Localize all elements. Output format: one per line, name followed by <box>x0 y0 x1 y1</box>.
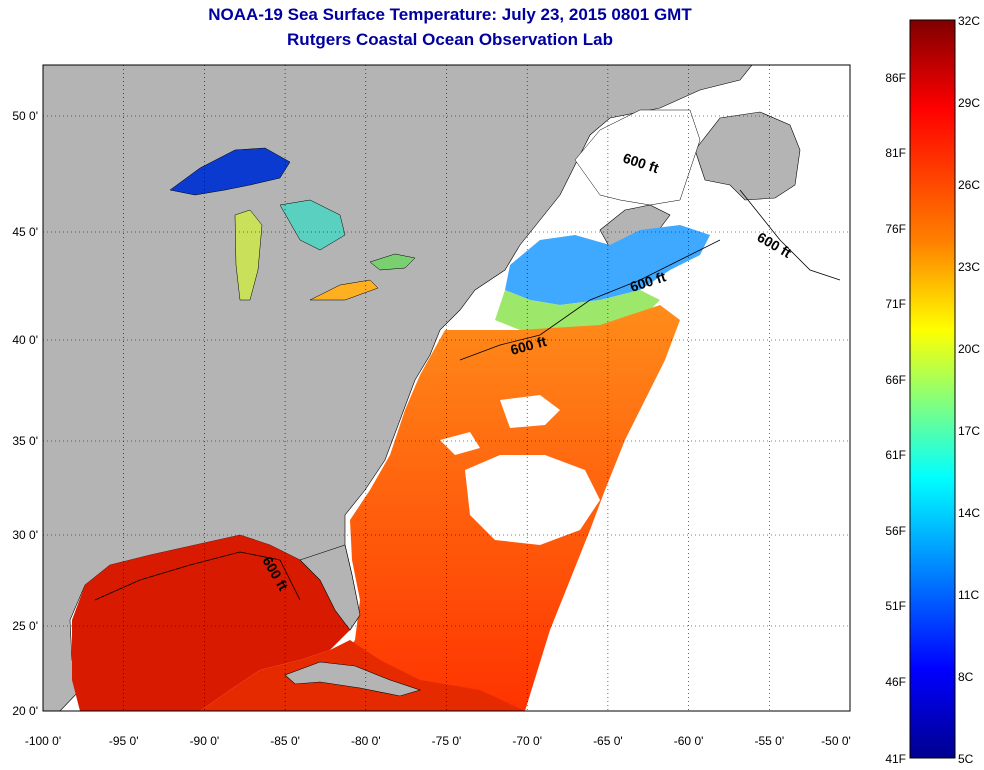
colorbar-f-label: 51F <box>885 599 906 613</box>
colorbar-c-label: 8C <box>958 670 974 684</box>
cloud-gulf-st-lawrence <box>574 109 701 206</box>
sea-gulf-of-mexico <box>72 535 350 711</box>
colorbar-f-label: 41F <box>885 752 906 766</box>
colorbar-c-label: 5C <box>958 752 974 766</box>
lat-tick: 25 0' <box>12 619 38 633</box>
colorbar-f-label: 71F <box>885 297 906 311</box>
cloud-atlantic-1 <box>465 455 600 545</box>
lat-tick: 20 0' <box>12 704 38 718</box>
lon-tick-labels: -100 0' -95 0' -90 0' -85 0' -80 0' -75 … <box>25 734 851 748</box>
lake-michigan <box>234 209 263 301</box>
land-newfoundland <box>694 111 801 201</box>
colorbar-f-label: 56F <box>885 524 906 538</box>
contour-600ft-gulf <box>94 551 301 601</box>
lon-tick: -70 0' <box>512 734 542 748</box>
lake-ontario <box>369 253 416 271</box>
colorbar-f-label: 86F <box>885 71 906 85</box>
colorbar-c-label: 29C <box>958 96 980 110</box>
map-title: NOAA-19 Sea Surface Temperature: July 23… <box>208 5 692 24</box>
lat-tick: 30 0' <box>12 528 38 542</box>
lat-tick: 40 0' <box>12 333 38 347</box>
lon-tick: -50 0' <box>821 734 851 748</box>
lon-tick: -55 0' <box>754 734 784 748</box>
lat-tick: 50 0' <box>12 109 38 123</box>
map-border <box>42 64 851 712</box>
contour-600ft-north <box>739 189 841 281</box>
lake-huron <box>279 199 346 251</box>
lon-tick: -85 0' <box>270 734 300 748</box>
colorbar-c-label: 26C <box>958 178 980 192</box>
lon-tick: -75 0' <box>432 734 462 748</box>
land-cuba <box>284 661 421 697</box>
cloud-atlantic-3 <box>440 432 480 455</box>
colorbar-fahrenheit-labels: 86F 81F 76F 71F 66F 61F 56F 51F 46F 41F <box>885 71 906 766</box>
colorbar-f-label: 76F <box>885 222 906 236</box>
colorbar-c-label: 14C <box>958 506 980 520</box>
colorbar-f-label: 61F <box>885 448 906 462</box>
land-florida <box>299 544 361 631</box>
lake-erie <box>309 279 379 301</box>
lat-tick: 35 0' <box>12 434 38 448</box>
colorbar-c-label: 20C <box>958 342 980 356</box>
lon-tick: -65 0' <box>593 734 623 748</box>
colorbar-c-label: 32C <box>958 14 980 28</box>
map-grid <box>43 65 850 711</box>
colorbar-celsius-labels: 32C 29C 26C 23C 20C 17C 14C 11C 8C 5C <box>958 14 980 766</box>
lat-tick: 45 0' <box>12 225 38 239</box>
lon-tick: -100 0' <box>25 734 61 748</box>
colorbar-f-label: 66F <box>885 373 906 387</box>
colorbar <box>909 19 956 759</box>
colorbar-c-label: 23C <box>958 260 980 274</box>
lon-tick: -95 0' <box>109 734 139 748</box>
sea-gulf-of-maine <box>505 225 710 305</box>
contour-600ft-shelf <box>459 239 721 361</box>
lon-tick: -80 0' <box>351 734 381 748</box>
lon-tick: -60 0' <box>674 734 704 748</box>
colorbar-f-label: 46F <box>885 675 906 689</box>
colorbar-c-label: 17C <box>958 424 980 438</box>
colorbar-c-label: 11C <box>958 588 979 602</box>
map-subtitle: Rutgers Coastal Ocean Observation Lab <box>287 30 613 49</box>
colorbar-f-label: 81F <box>885 146 906 160</box>
lat-tick-labels: 20 0' 25 0' 30 0' 35 0' 40 0' 45 0' 50 0… <box>12 109 38 718</box>
lon-tick: -90 0' <box>190 734 220 748</box>
cloud-atlantic-2 <box>500 395 560 428</box>
